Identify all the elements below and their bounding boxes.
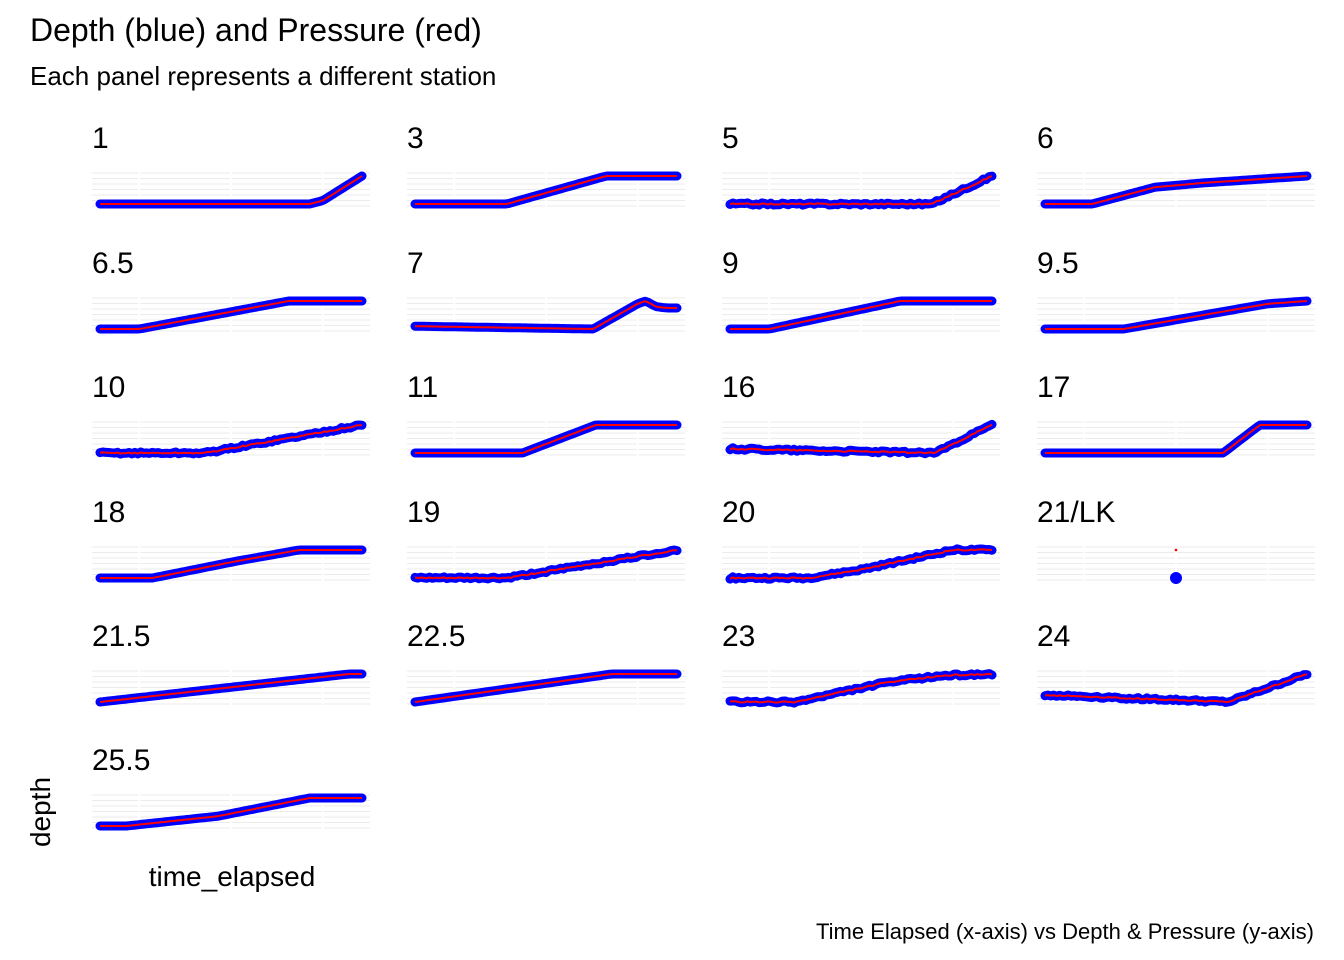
facet-strip-label: 22.5 [407,620,465,653]
y-axis-label: depth [25,776,56,848]
facet-panel: 23 [722,620,1000,708]
facet-strip-label: 9 [722,247,739,280]
pressure-line [100,549,362,579]
pressure-line [414,673,677,703]
facet-strip-label: 21/LK [1037,496,1115,529]
pressure-line [100,300,362,330]
facet-strip-label: 9.5 [1037,247,1079,280]
chart-subtitle: Each panel represents a different statio… [30,61,497,91]
facet-strip-label: 3 [407,122,424,155]
pressure-line [730,300,992,330]
facet-panel: 11 [407,371,685,459]
facet-strip-label: 17 [1037,371,1070,404]
facet-panel: 3 [407,122,685,210]
depth-point [1170,572,1182,584]
facet-panel: 20 [722,496,1000,584]
facet-panel: 9.5 [1037,247,1315,335]
pressure-line [414,549,678,580]
facet-strip-label: 7 [407,247,424,280]
facet-strip-label: 16 [722,371,755,404]
pressure-line [99,424,363,455]
facet-strip-label: 1 [92,122,109,155]
chart-caption: Time Elapsed (x-axis) vs Depth & Pressur… [816,919,1314,944]
facet-strip-label: 25.5 [92,744,150,777]
facet-strip-label: 6 [1037,122,1054,155]
facet-panel: 16 [722,371,1000,459]
facet-panel: 10 [92,371,370,459]
facet-strip-label: 6.5 [92,247,134,280]
facet-panel: 25.5 [92,744,370,832]
facet-strip-label: 5 [722,122,739,155]
facet-strip-label: 20 [722,496,755,529]
facet-panel: 21/LK [1037,496,1315,584]
facet-panel: 21.5 [92,620,370,708]
x-axis-label: time_elapsed [148,861,316,892]
pressure-line [729,672,993,704]
pressure-line [729,423,993,455]
facet-strip-label: 21.5 [92,620,150,653]
pressure-line [99,673,362,703]
facet-panel: 17 [1037,371,1315,459]
pressure-point [1174,548,1178,552]
facet-panel: 9 [722,247,1000,335]
facet-panel: 7 [407,247,685,335]
facet-strip-label: 18 [92,496,125,529]
facet-panel: 5 [722,122,1000,210]
facet-panel: 1 [92,122,370,210]
facet-panel: 19 [407,496,685,584]
pressure-line [415,175,677,205]
facet-panel: 18 [92,496,370,584]
facet-panel: 6 [1037,122,1315,210]
pressure-line [100,175,363,205]
facet-strip-label: 10 [92,371,125,404]
facet-panel: 22.5 [407,620,685,708]
pressure-line [1045,175,1308,205]
pressure-line [100,797,362,827]
facet-panel: 6.5 [92,247,370,335]
pressure-line [415,424,677,454]
facet-strip-label: 19 [407,496,440,529]
pressure-line [729,175,993,206]
pressure-line [729,548,993,580]
pressure-line [415,300,677,330]
facet-panel: 24 [1037,620,1315,708]
pressure-line [1045,300,1308,330]
facet-strip-label: 24 [1037,620,1070,653]
facet-strip-label: 11 [407,371,438,404]
pressure-line [1045,424,1307,454]
facet-strip-label: 23 [722,620,755,653]
chart-title: Depth (blue) and Pressure (red) [30,12,482,48]
pressure-line [1044,673,1308,704]
